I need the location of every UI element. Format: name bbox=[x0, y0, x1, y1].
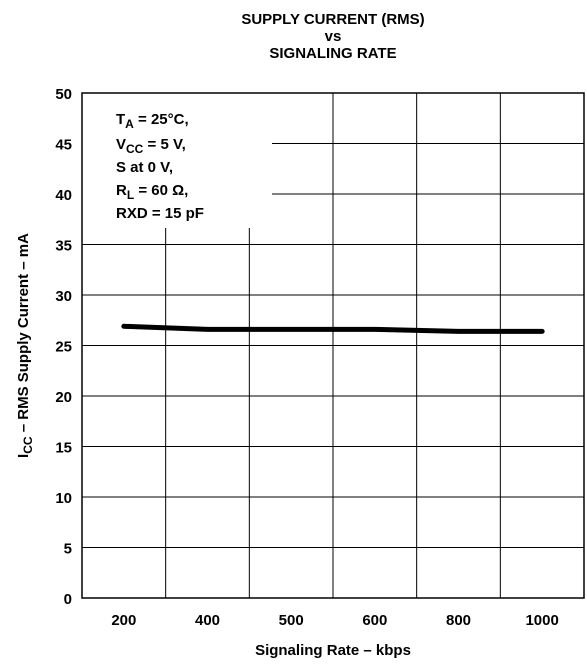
y-tick-label: 45 bbox=[55, 137, 72, 154]
y-axis-label-prefix: I bbox=[15, 454, 32, 458]
y-tick-label: 30 bbox=[55, 288, 72, 305]
y-tick-label: 15 bbox=[55, 440, 72, 457]
chart-title-line-2: SIGNALING RATE bbox=[269, 45, 396, 62]
x-tick-labels: 200 400 500 600 800 1000 bbox=[111, 612, 559, 629]
y-tick-label: 35 bbox=[55, 238, 72, 255]
data-point bbox=[457, 329, 460, 333]
data-point bbox=[540, 329, 544, 333]
y-axis-label: ICC – RMS Supply Current – mA bbox=[15, 233, 35, 458]
data-point bbox=[289, 327, 293, 331]
y-tick-label: 25 bbox=[55, 339, 72, 356]
x-tick-label: 600 bbox=[362, 612, 387, 629]
y-tick-label: 5 bbox=[64, 541, 72, 558]
condition-line-2: S at 0 V, bbox=[116, 159, 173, 176]
x-tick-label: 800 bbox=[446, 612, 471, 629]
x-tick-label: 400 bbox=[195, 612, 220, 629]
y-tick-label: 40 bbox=[55, 187, 72, 204]
y-tick-label: 10 bbox=[55, 490, 72, 507]
condition-line-0: TA = 25°C, bbox=[116, 111, 189, 131]
x-tick-label: 500 bbox=[279, 612, 304, 629]
plot-frame bbox=[81, 92, 585, 599]
chart-title-line-1: vs bbox=[325, 28, 342, 45]
y-tick-label: 20 bbox=[55, 389, 72, 406]
x-tick-label: 200 bbox=[111, 612, 136, 629]
y-axis-label-subscript: CC bbox=[21, 436, 35, 454]
test-conditions: TA = 25°C, VCC = 5 V, S at 0 V, RL = 60 Ω, R… bbox=[116, 111, 204, 222]
y-tick-labels: 0 5 10 15 20 25 30 35 40 45 50 bbox=[55, 86, 72, 608]
series-line-0 bbox=[121, 323, 545, 334]
condition-line-4: RXD = 15 pF bbox=[116, 205, 204, 222]
data-point bbox=[122, 324, 126, 328]
chart-title-line-0: SUPPLY CURRENT (RMS) bbox=[241, 11, 424, 28]
data-point bbox=[373, 327, 377, 331]
y-tick-label: 0 bbox=[64, 591, 72, 608]
x-axis-label: Signaling Rate – kbps bbox=[255, 642, 411, 659]
x-tick-label: 1000 bbox=[525, 612, 558, 629]
y-axis-label-suffix: – RMS Supply Current – mA bbox=[15, 233, 32, 437]
condition-line-3: RL = 60 Ω, bbox=[116, 182, 188, 202]
condition-line-1: VCC = 5 V, bbox=[116, 136, 186, 156]
plot-grid bbox=[82, 93, 584, 598]
series-group bbox=[121, 323, 545, 334]
data-point bbox=[206, 327, 209, 331]
y-tick-label: 50 bbox=[55, 86, 72, 103]
